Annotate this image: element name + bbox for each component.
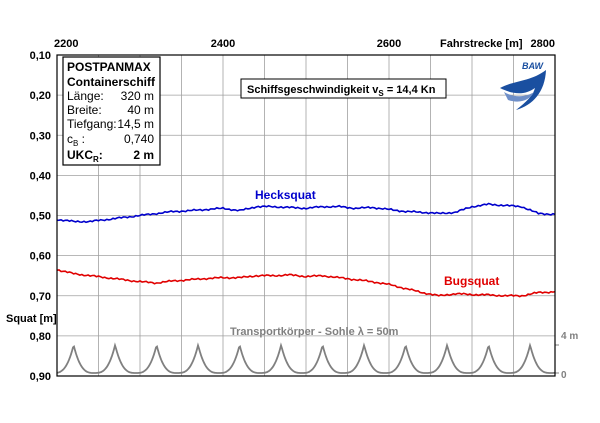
ukc-key: UKCR: — [67, 148, 103, 164]
bed-amp-top: 4 m — [561, 331, 578, 342]
y-tick-label: 0,10 — [30, 50, 51, 62]
y-tick-label: 0,80 — [30, 331, 51, 343]
cb-key-main: c — [67, 132, 73, 146]
x-tick-label: 2600 — [377, 38, 401, 50]
length-value: 320 m — [121, 89, 154, 103]
speed-subscript: S — [378, 89, 384, 98]
bed-amp-zero: 0 — [561, 370, 567, 381]
bed-profile-label: Transportkörper - Sohle λ = 50m — [230, 326, 399, 338]
x-tick-label: 2400 — [211, 38, 235, 50]
cb-key-suffix: : — [78, 132, 85, 146]
y-tick-label: 0,70 — [30, 291, 51, 303]
draft-value: 14,5 m — [117, 117, 154, 131]
tick-labels: 2200 2400 2600 2800 0,10 0,20 0,30 0,40 0,50 0,60… — [30, 38, 555, 383]
y-tick-label: 0,30 — [30, 130, 51, 142]
draft-key: Tiefgang: — [67, 117, 117, 131]
cb-value: 0,740 — [124, 132, 154, 146]
series-line-bugsquat — [56, 269, 556, 298]
cb-key-sub: B — [73, 139, 78, 148]
bed-profile — [56, 342, 559, 374]
length-key: Länge: — [67, 89, 104, 103]
y-tick-label: 0,50 — [30, 211, 51, 223]
x-axis-label: Fahrstrecke [m] — [440, 38, 523, 50]
baw-logo: BAW — [500, 61, 546, 110]
y-tick-label: 0,90 — [30, 371, 51, 383]
logo-swoosh — [500, 70, 546, 110]
width-value: 40 m — [127, 103, 154, 117]
y-axis-label: Squat [m] — [6, 313, 57, 325]
logo-text: BAW — [522, 61, 545, 71]
speed-annotation-box — [240, 78, 447, 99]
ukc-key-sub: R — [93, 155, 99, 164]
series-lines — [56, 202, 556, 298]
speed-value: = 14,4 Kn — [384, 84, 436, 96]
bed-profile-line — [56, 342, 556, 374]
series-label-bugsquat: Bugsquat — [444, 274, 499, 288]
speed-text: Schiffsgeschwindigkeit v — [247, 84, 379, 96]
ukc-key-suffix: : — [99, 148, 103, 162]
x-tick-label: 2200 — [54, 38, 78, 50]
y-tick-label: 0,60 — [30, 251, 51, 263]
width-key: Breite: — [67, 103, 102, 117]
y-tick-label: 0,20 — [30, 90, 51, 102]
ukc-value: 2 m — [133, 148, 154, 162]
ukc-key-main: UKC — [67, 148, 93, 162]
ship-type: Containerschiff — [67, 75, 156, 89]
plot-frame — [56, 54, 556, 377]
cb-key: cB : — [67, 132, 85, 148]
x-tick-label: 2800 — [531, 38, 555, 50]
ship-info-box: POSTPANMAX Containerschiff Länge: 320 m … — [62, 56, 161, 166]
speed-annotation: Schiffsgeschwindigkeit vS = 14,4 Kn — [247, 84, 436, 98]
series-line-hecksquat — [56, 202, 556, 224]
series-label-hecksquat: Hecksquat — [255, 188, 316, 202]
logo-swoosh-lower — [504, 92, 534, 102]
y-tick-label: 0,40 — [30, 170, 51, 182]
ship-class: POSTPANMAX — [67, 60, 151, 74]
